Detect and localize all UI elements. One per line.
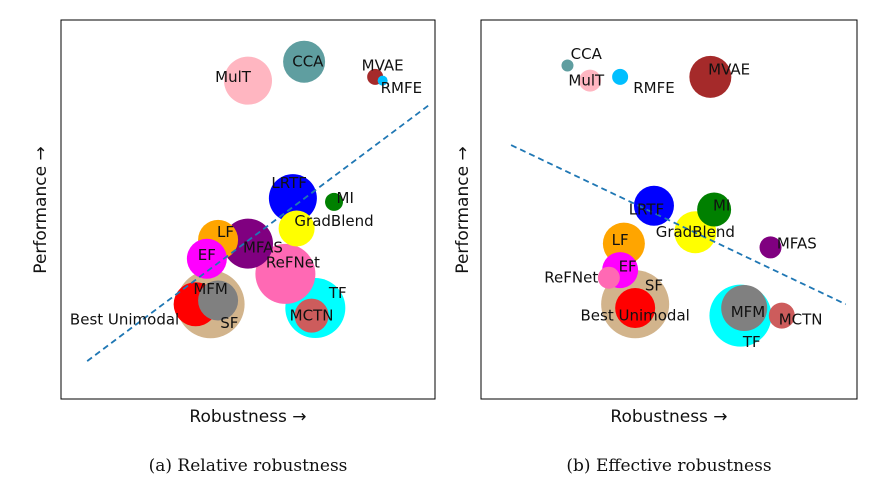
label-sf: SF — [220, 314, 238, 332]
label-lf: LF — [612, 231, 629, 249]
y-axis-label: Performance → — [453, 146, 473, 273]
label-mult: MulT — [568, 72, 605, 90]
bubble-mi — [697, 192, 732, 227]
label-mctn: MCTN — [290, 307, 334, 325]
trend-line — [86, 102, 432, 362]
bubble-mult — [579, 69, 602, 92]
bubble-mfm — [721, 285, 768, 332]
label-mfm: MFM — [731, 303, 766, 321]
label-refnet: ReFNet — [544, 269, 598, 287]
label-mctn: MCTN — [779, 310, 823, 328]
trend-line — [510, 144, 847, 306]
caption: (b) Effective robustness — [566, 456, 771, 476]
bubble-refnet — [255, 243, 316, 304]
panel-effective-robustness: SF Best Unimodal TF MFM MCTN ReFNet EF LF GradBl… — [453, 19, 858, 476]
label-sf: SF — [645, 276, 663, 294]
bubble-mfas — [759, 236, 782, 259]
bubble-lrtf — [268, 174, 317, 223]
bubble-cca — [561, 59, 574, 72]
label-mvae: MVAE — [708, 60, 750, 78]
label-best-unimodal: Best Unimodal — [70, 310, 179, 328]
label-rmfe: RMFE — [381, 79, 422, 97]
x-axis-label: Robustness → — [610, 407, 727, 427]
bubble-mctn — [294, 298, 329, 333]
bubble-mi — [325, 192, 344, 211]
label-mult: MulT — [215, 68, 252, 86]
label-mfm: MFM — [193, 280, 228, 298]
plot-frame — [480, 19, 858, 400]
label-cca: CCA — [292, 53, 324, 71]
label-mfas: MFAS — [243, 238, 283, 256]
label-gradblend: GradBlend — [294, 212, 373, 230]
label-mvae: MVAE — [362, 56, 404, 74]
bubble-mctn — [768, 302, 795, 329]
bubble-mult — [224, 56, 272, 105]
bubble-cca — [283, 40, 326, 83]
label-best-unimodal: Best Unimodal — [581, 307, 690, 325]
label-cca: CCA — [571, 45, 603, 63]
label-mi: MI — [337, 189, 354, 207]
label-mi: MI — [713, 197, 730, 215]
label-gradblend: GradBlend — [656, 223, 735, 241]
label-ef: EF — [619, 257, 637, 275]
y-axis-label: Performance → — [31, 146, 51, 273]
plot-frame — [60, 19, 436, 400]
bubble-best-unimodal — [615, 288, 656, 329]
bubble-mfm — [198, 280, 239, 321]
label-lrtf: LRTF — [629, 201, 664, 219]
bubble-ef — [186, 238, 227, 279]
label-lf: LF — [217, 223, 234, 241]
caption: (a) Relative robustness — [149, 456, 348, 476]
bubble-lrtf — [633, 185, 674, 226]
label-ef: EF — [198, 246, 216, 264]
label-tf: TF — [742, 333, 761, 351]
bubble-mvae — [689, 55, 732, 98]
bubble-rmfe — [377, 75, 388, 86]
label-tf: TF — [328, 284, 347, 302]
bubbles: SF Best Unimodal TF MFM MCTN ReFNet EF LF GradBl… — [510, 45, 847, 351]
label-lrtf: LRTF — [271, 174, 306, 192]
bubble-gradblend — [278, 210, 315, 247]
bubble-rmfe — [612, 68, 629, 85]
label-mfas: MFAS — [777, 235, 817, 253]
bubble-refnet — [597, 266, 620, 289]
label-refnet: ReFNet — [266, 254, 320, 272]
label-rmfe: RMFE — [633, 79, 674, 97]
x-axis-label: Robustness → — [189, 407, 306, 427]
